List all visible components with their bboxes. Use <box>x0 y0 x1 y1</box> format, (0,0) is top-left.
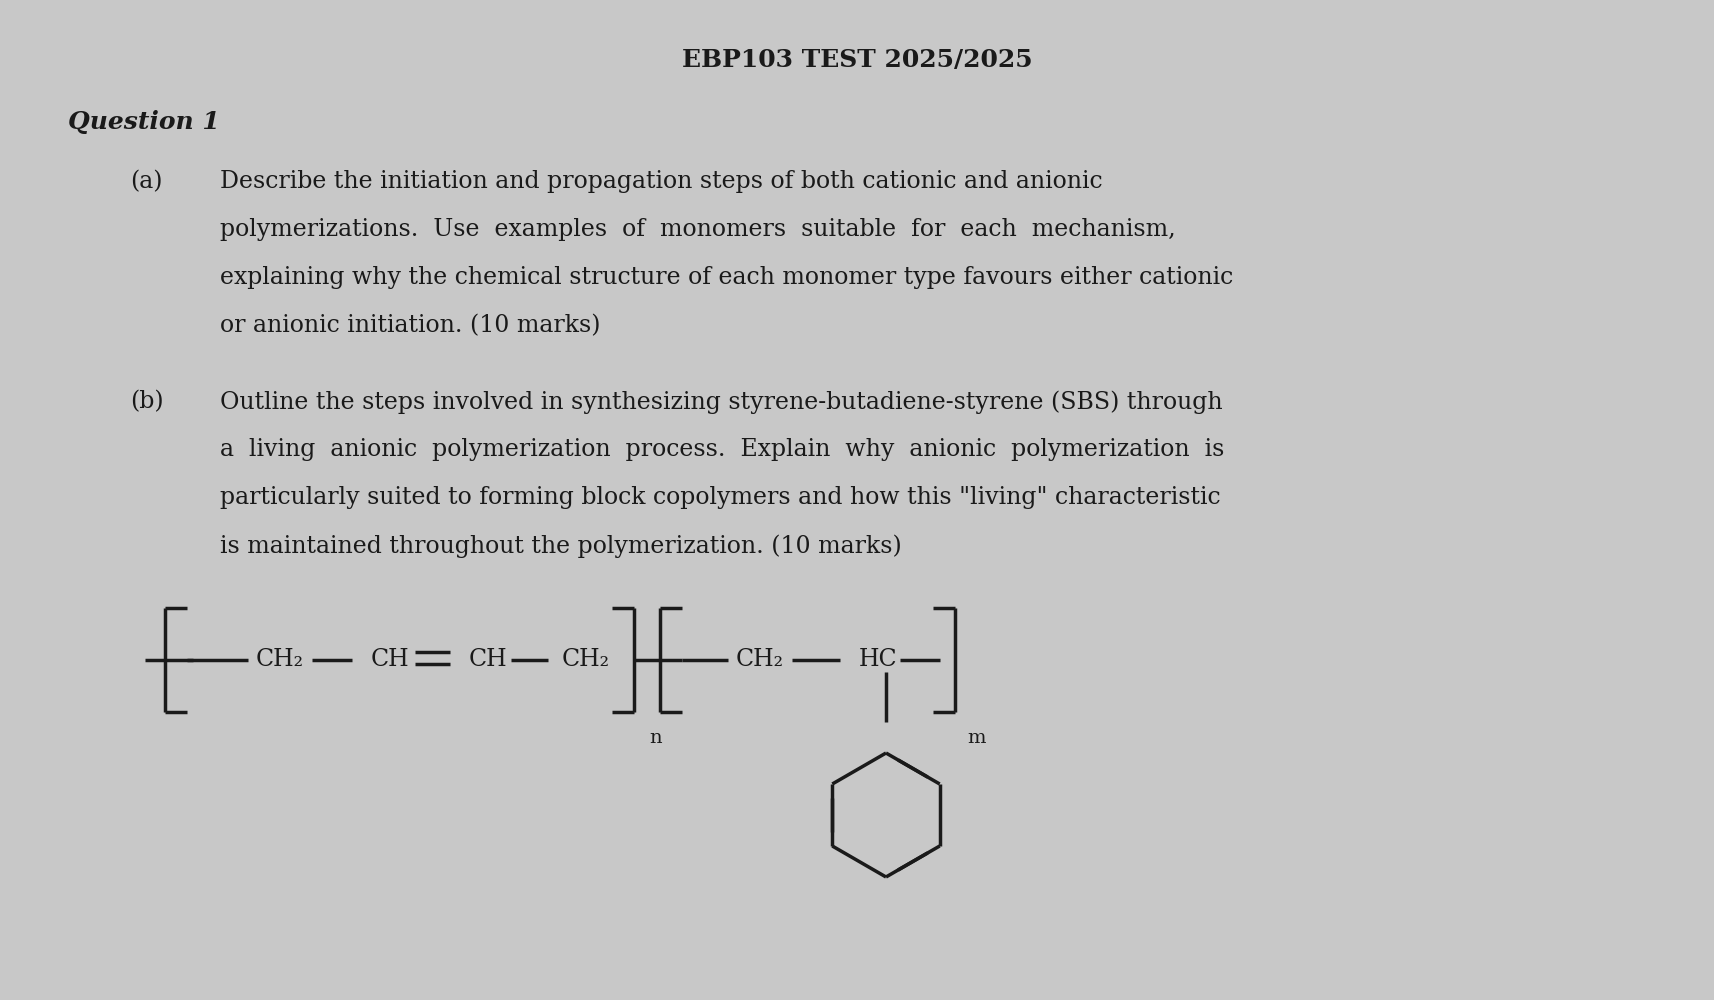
Text: Question 1: Question 1 <box>69 110 219 134</box>
Text: Outline the steps involved in synthesizing styrene-butadiene-styrene (SBS) throu: Outline the steps involved in synthesizi… <box>219 390 1222 414</box>
Text: CH: CH <box>370 648 410 672</box>
Text: CH₂: CH₂ <box>255 648 303 672</box>
Text: HC: HC <box>859 648 896 672</box>
Text: Describe the initiation and propagation steps of both cationic and anionic: Describe the initiation and propagation … <box>219 170 1102 193</box>
Text: is maintained throughout the polymerization. (10 marks): is maintained throughout the polymerizat… <box>219 534 902 558</box>
Text: m: m <box>967 729 986 747</box>
Text: n: n <box>650 729 662 747</box>
Text: explaining why the chemical structure of each monomer type favours either cation: explaining why the chemical structure of… <box>219 266 1232 289</box>
Text: polymerizations.  Use  examples  of  monomers  suitable  for  each  mechanism,: polymerizations. Use examples of monomer… <box>219 218 1176 241</box>
Text: CH₂: CH₂ <box>562 648 610 672</box>
Text: CH: CH <box>468 648 507 672</box>
Text: CH₂: CH₂ <box>735 648 783 672</box>
Text: particularly suited to forming block copolymers and how this "living" characteri: particularly suited to forming block cop… <box>219 486 1220 509</box>
Text: (a): (a) <box>130 170 163 193</box>
Text: EBP103 TEST 2025/2025: EBP103 TEST 2025/2025 <box>680 48 1032 72</box>
Text: a  living  anionic  polymerization  process.  Explain  why  anionic  polymerizat: a living anionic polymerization process.… <box>219 438 1224 461</box>
Text: or anionic initiation. (10 marks): or anionic initiation. (10 marks) <box>219 314 600 337</box>
Text: (b): (b) <box>130 390 163 413</box>
